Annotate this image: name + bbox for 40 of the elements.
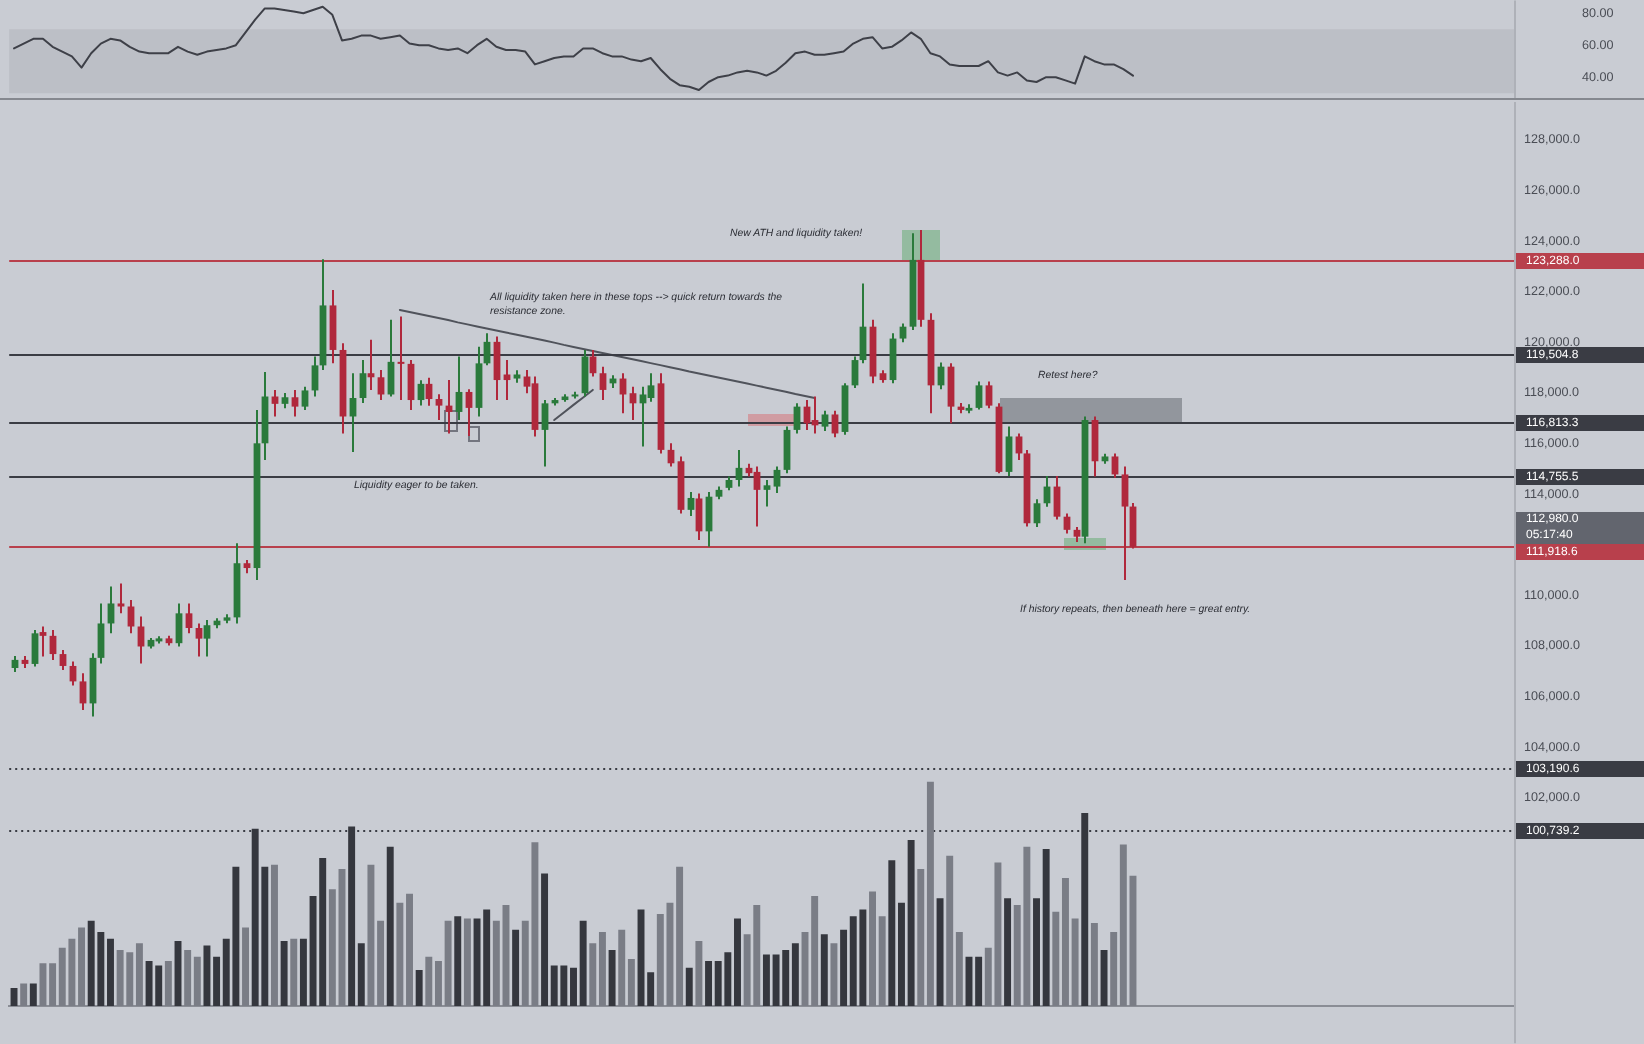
bar — [936, 898, 944, 1006]
bar — [386, 846, 394, 1006]
candlestick — [301, 385, 309, 411]
bar — [280, 940, 288, 1006]
candlestick — [185, 602, 193, 635]
candlestick — [195, 622, 203, 658]
bar — [271, 864, 278, 1006]
bar — [20, 983, 28, 1006]
bar — [415, 970, 423, 1006]
candlestick — [1121, 465, 1129, 581]
candlestick — [503, 359, 511, 402]
bar — [512, 929, 520, 1006]
bar — [454, 916, 462, 1006]
candlestick — [985, 380, 993, 410]
candlestick — [435, 393, 443, 422]
candlestick — [97, 602, 105, 665]
bar — [608, 949, 616, 1006]
candlestick — [1005, 425, 1013, 477]
candlestick — [203, 618, 211, 658]
candlestick — [541, 399, 549, 468]
bar — [463, 918, 471, 1006]
candlestick — [639, 385, 647, 448]
bar — [164, 961, 172, 1006]
candlestick — [821, 409, 829, 432]
candlestick — [39, 625, 47, 658]
bar — [1090, 922, 1098, 1006]
candlestick — [647, 372, 655, 403]
bar — [830, 943, 838, 1006]
bar — [695, 940, 703, 1006]
candlestick — [975, 380, 983, 411]
bar — [290, 938, 298, 1006]
candlestick — [763, 479, 771, 508]
bar — [1004, 898, 1012, 1006]
candlestick — [291, 388, 299, 418]
bar — [820, 934, 828, 1006]
candlestick — [117, 582, 125, 615]
bar — [29, 983, 37, 1006]
bar — [1100, 949, 1108, 1006]
bar — [242, 927, 249, 1006]
bar — [685, 967, 693, 1006]
